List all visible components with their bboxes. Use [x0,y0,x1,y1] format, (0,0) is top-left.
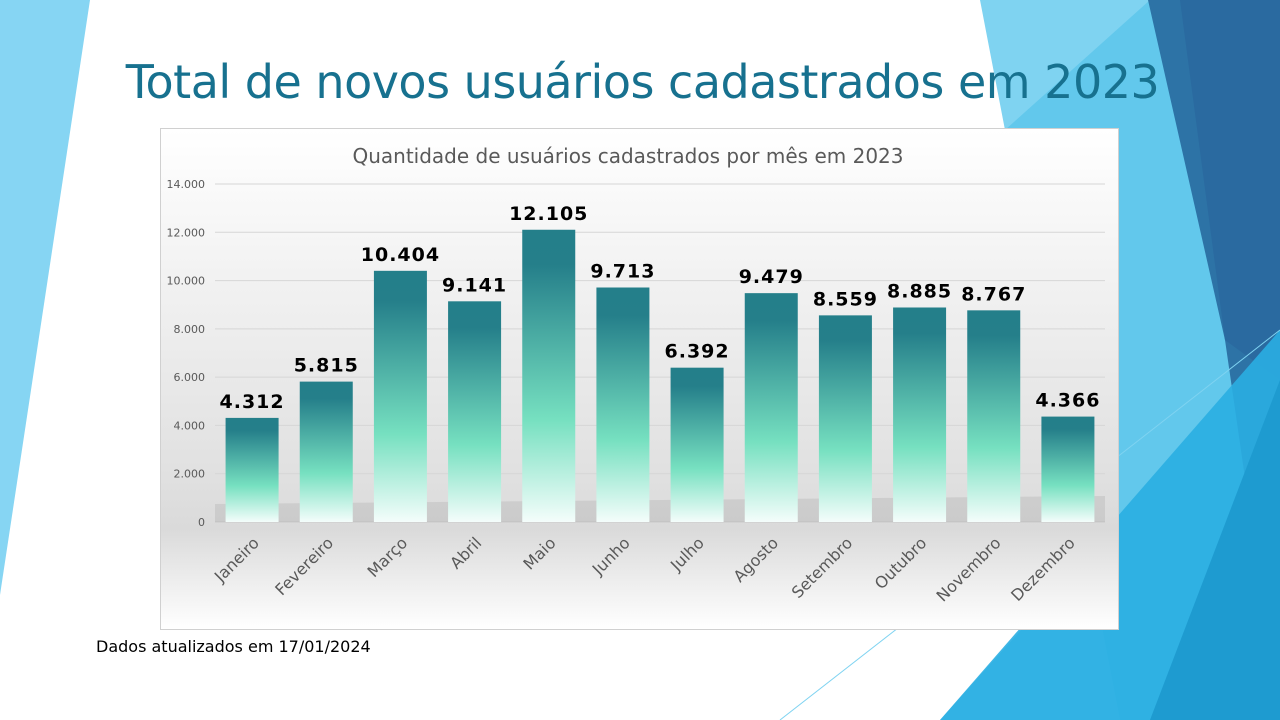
y-tick-label: 14.000 [167,178,206,191]
x-tick-label: Março [364,533,412,581]
chart-title: Quantidade de usuários cadastrados por m… [352,144,903,168]
bar-abril [448,301,502,522]
gridlines [215,183,1105,523]
x-tick-label: Agosto [730,533,783,586]
bar-agosto [744,293,798,522]
y-axis-labels: 0 2.000 4.000 6.000 8.000 10.000 12.000 14.000 [167,178,206,529]
data-label: 4.312 [220,391,285,413]
data-label: 9.141 [442,274,507,296]
bar-fevereiro [299,381,353,522]
bar-novembro [967,310,1021,522]
x-tick-label: Janeiro [210,533,263,586]
y-tick-label: 12.000 [167,226,206,239]
slide-title: Total de novos usuários cadastrados em 2… [125,55,1160,109]
right-dark2-shape [1180,0,1280,380]
data-label: 8.559 [813,288,878,310]
data-label: 5.815 [294,355,359,377]
x-tick-label: Outubro [871,533,931,593]
y-tick-label: 4.000 [174,419,206,432]
data-label: 9.713 [590,261,655,283]
y-tick-label: 6.000 [174,371,206,384]
x-tick-label: Abril [446,533,485,572]
bar-janeiro [225,417,279,522]
data-label: 4.366 [1035,390,1100,412]
bar-dezembro [1041,416,1095,522]
x-tick-label: Julho [666,533,708,575]
data-label: 12.105 [509,203,588,225]
y-tick-label: 8.000 [174,323,206,336]
bottom-right-shape [1150,380,1280,720]
data-label: 6.392 [665,341,730,363]
bar-maio [522,229,576,522]
x-tick-label: Novembro [933,533,1005,605]
left-triangle [0,0,90,595]
x-tick-label: Junho [588,533,634,579]
bars [225,229,1095,522]
x-tick-label: Maio [519,533,559,573]
bar-julho [670,367,724,522]
bar-junho [596,287,650,522]
data-label: 10.404 [361,244,440,266]
y-tick-label: 0 [198,516,205,529]
data-label: 8.767 [961,283,1026,305]
bar-chart: Quantidade de usuários cadastrados por m… [167,144,1105,605]
footnote: Dados atualizados em 17/01/2024 [96,637,371,656]
x-axis-labels: Janeiro Fevereiro Março Abril Maio Junho Julho… [210,533,1079,605]
y-tick-label: 10.000 [167,275,206,288]
x-tick-label: Fevereiro [271,533,337,599]
x-tick-label: Setembro [788,533,857,602]
y-tick-label: 2.000 [174,468,206,481]
bar-outubro [893,307,947,522]
bar-março [373,270,427,522]
bar-setembro [818,315,872,522]
floor-shadow [215,496,1105,522]
x-tick-label: Dezembro [1007,533,1079,605]
bar-shadows [215,496,1105,522]
data-label: 9.479 [739,266,804,288]
data-label: 8.885 [887,280,952,302]
